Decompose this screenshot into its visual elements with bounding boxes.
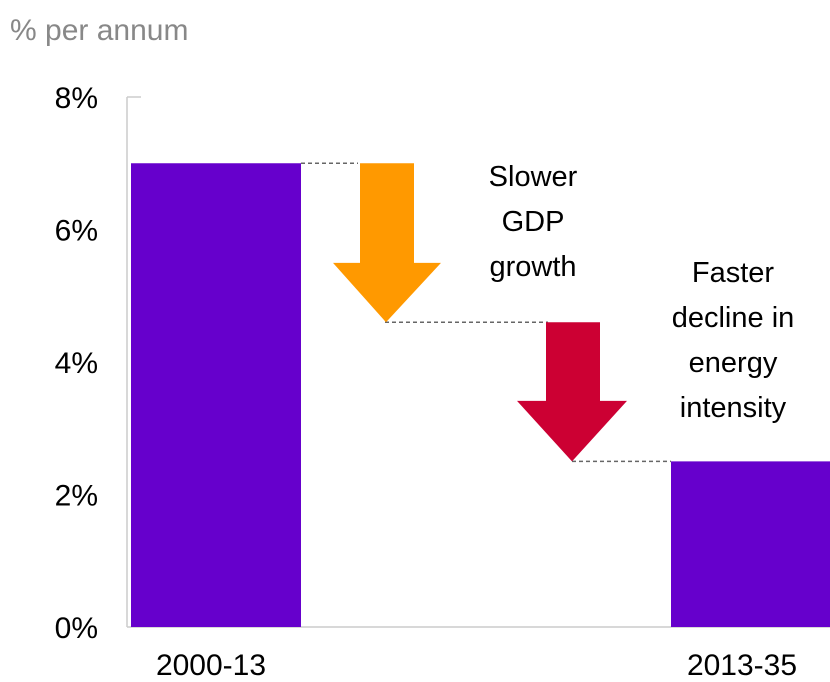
- step-label-line: energy: [689, 347, 778, 379]
- y-tick-label: 6%: [55, 215, 98, 248]
- category-label: 2000-13: [156, 649, 266, 682]
- step-arrows: [333, 163, 627, 462]
- y-tick-label: 0%: [55, 612, 98, 645]
- step-label-line: growth: [489, 251, 576, 283]
- step-labels: Slower GDP growth Faster decline in energy int…: [489, 161, 795, 424]
- bar-2000-13: [131, 163, 301, 627]
- bar-2013-35: [671, 461, 830, 627]
- step-label-line: decline in: [672, 302, 795, 334]
- step-connectors: [301, 162, 671, 463]
- category-label: 2013-35: [687, 649, 797, 682]
- unit-label: % per annum: [10, 14, 188, 47]
- y-tick-label: 2%: [55, 480, 98, 513]
- step-label-line: Faster: [692, 257, 775, 289]
- bars: [131, 163, 830, 627]
- y-tick-label: 8%: [55, 82, 98, 115]
- y-tick-labels: 0% 2% 4% 6% 8%: [55, 82, 98, 645]
- step-label-line: GDP: [502, 206, 565, 238]
- step-label-line: Slower: [489, 161, 578, 193]
- down-arrow-icon: [517, 322, 627, 462]
- down-arrow-icon: [333, 163, 441, 323]
- y-tick-label: 4%: [55, 347, 98, 380]
- step-label-line: intensity: [680, 392, 787, 424]
- category-labels: 2000-13 2013-35: [156, 649, 797, 682]
